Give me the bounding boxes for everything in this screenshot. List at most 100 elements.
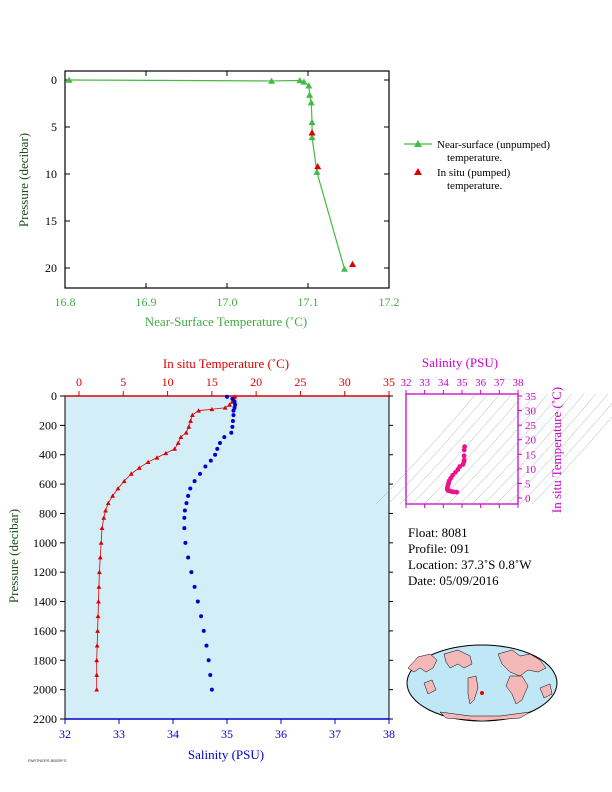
y-tick-label: 15 [45, 214, 57, 228]
unpumped-temperature-point [308, 118, 316, 126]
legend-unpumped-label-2: temperature. [447, 152, 503, 164]
salinity-point [213, 452, 218, 457]
profile-number: Profile: 091 [408, 541, 470, 556]
x-tick-label: 17.2 [379, 295, 400, 309]
near-surface-series [65, 76, 357, 272]
legend-pumped-marker [414, 168, 422, 175]
temperature-point [96, 569, 102, 575]
salinity-point [204, 643, 209, 648]
profile-plot-background [65, 396, 389, 719]
map-antarctica [439, 711, 531, 722]
ts-series [444, 444, 468, 495]
temperature-point [189, 412, 195, 418]
legend-pumped-label-2: temperature. [447, 180, 503, 192]
pressure-tick-label: 1400 [33, 595, 57, 609]
map-south-america [467, 675, 479, 705]
salinity-tick-label: 33 [113, 727, 125, 741]
salinity-point [198, 471, 202, 476]
salinity-point [229, 430, 234, 435]
salinity-axis-label: Salinity (PSU) [188, 747, 264, 762]
pumped-temperature-point [308, 129, 316, 136]
salinity-point [217, 440, 222, 445]
x-tick-label: 17.0 [217, 295, 238, 309]
temperature-axis-label: In situ Temperature (˚C) [163, 356, 289, 371]
near-surface-axes: 16.8 16.9 17.0 17.1 17.2 0 5 10 15 20 [45, 71, 400, 309]
pressure-tick-label: 2000 [33, 683, 57, 697]
temperature-tick-label: 30 [339, 375, 351, 389]
ts-temperature-tick-label: 25 [525, 420, 537, 432]
salinity-point [183, 540, 188, 545]
temperature-point [99, 525, 105, 531]
salinity-tick-label: 38 [383, 727, 395, 741]
salinity-tick-label: 36 [275, 727, 287, 741]
temperature-point [94, 657, 100, 663]
temperature-point [227, 402, 232, 407]
temperature-point [105, 500, 111, 506]
profile-date: Date: 05/09/2016 [408, 573, 499, 588]
ts-axes: 32 33 34 35 36 37 38 0 5 10 15 20 25 30 35 [401, 377, 537, 508]
temperature-tick-label: 25 [294, 375, 306, 389]
x-tick-label: 16.8 [55, 295, 76, 309]
salinity-point [201, 628, 206, 633]
ts-temperature-tick-label: 30 [525, 406, 537, 418]
profile-y-label: Pressure (decibar) [6, 509, 21, 603]
map-africa [505, 675, 529, 705]
y-tick-label: 10 [45, 167, 57, 181]
ts-temperature-tick-label: 15 [525, 449, 537, 461]
salinity-point [195, 599, 200, 604]
ts-salinity-tick-label: 35 [457, 377, 469, 389]
ts-temperature-tick-label: 10 [525, 464, 537, 476]
map-australia [423, 679, 437, 695]
salinity-point [192, 479, 197, 484]
world-map [406, 644, 558, 722]
unpumped-temperature-point [340, 265, 348, 272]
near-surface-panel: 16.8 16.9 17.0 17.1 17.2 0 5 10 15 20 Near-Surfac… [16, 70, 400, 329]
salinity-tick-label: 32 [59, 727, 71, 741]
ts-density-contour [483, 393, 585, 505]
temperature-point [97, 555, 103, 560]
ts-salinity-tick-label: 34 [438, 377, 450, 389]
ts-temperature-label: In situ Temperature (˚C) [549, 387, 564, 513]
temperature-point [196, 408, 201, 413]
ts-density-contour [495, 393, 597, 505]
temperature-point [94, 672, 100, 677]
x-tick-label: 16.9 [136, 295, 157, 309]
ts-density-contour [531, 416, 612, 505]
legend-pumped-label-1: In situ (pumped) [437, 167, 511, 179]
profile-series [94, 394, 238, 692]
salinity-point [203, 464, 208, 469]
temperature-tick-label: 5 [120, 375, 126, 389]
temperature-point [163, 450, 169, 456]
temperature-point [96, 599, 101, 604]
pressure-tick-label: 800 [39, 506, 57, 520]
salinity-point [186, 555, 191, 560]
unpumped-temperature-point [300, 78, 308, 85]
salinity-point [189, 570, 194, 575]
temperature-point [178, 434, 184, 440]
ts-density-contour [459, 393, 561, 505]
pressure-tick-label: 600 [39, 477, 57, 491]
pressure-tick-label: 1200 [33, 565, 57, 579]
ts-plot-area [405, 393, 519, 505]
ts-salinity-tick-label: 36 [475, 377, 487, 389]
temperature-point [183, 430, 189, 435]
temperature-point [94, 687, 100, 692]
temperature-point [145, 459, 151, 464]
salinity-point [186, 493, 191, 498]
temperature-tick-label: 15 [206, 375, 218, 389]
x-tick-label: 17.1 [298, 295, 319, 309]
pressure-tick-label: 200 [39, 418, 57, 432]
ts-point [461, 447, 467, 453]
unpumped-temperature-point [313, 168, 321, 175]
pressure-tick-label: 1600 [33, 624, 57, 638]
salinity-point [231, 413, 236, 418]
temperature-point [222, 405, 228, 410]
temperature-point [172, 446, 178, 451]
pressure-tick-label: 0 [51, 389, 57, 403]
unpumped-temperature-point [305, 82, 313, 89]
temperature-tick-label: 35 [383, 375, 395, 389]
near-surface-x-label: Near-Surface Temperature (˚C) [145, 314, 307, 329]
ts-density-contour [435, 393, 537, 505]
salinity-point [182, 526, 187, 531]
